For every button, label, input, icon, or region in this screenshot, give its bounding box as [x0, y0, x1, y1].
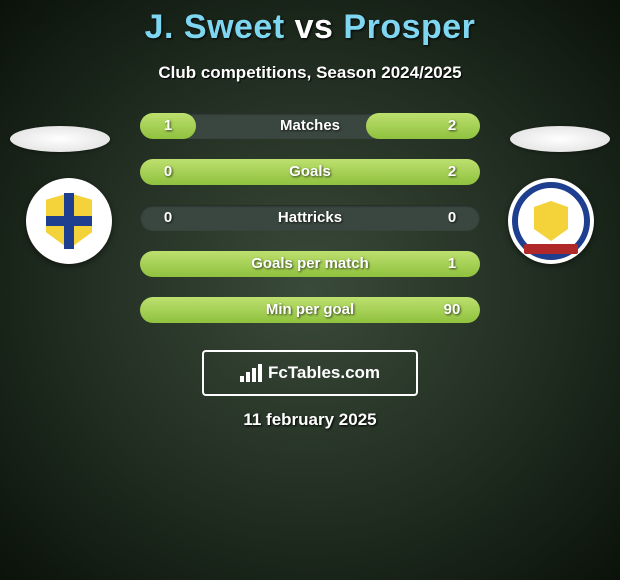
comparison-card: J. Sweet vs Prosper Club competitions, S… — [0, 0, 620, 580]
stat-value-left: 0 — [148, 159, 188, 185]
stat-bar-track: Matches — [140, 113, 480, 139]
stat-value-right: 0 — [432, 205, 472, 231]
stat-value-left: 1 — [148, 113, 188, 139]
stat-label: Goals per match — [140, 251, 480, 277]
subtitle: Club competitions, Season 2024/2025 — [0, 63, 620, 83]
player1-name: J. Sweet — [145, 8, 285, 46]
stat-label: Matches — [140, 113, 480, 139]
stat-label: Goals — [140, 159, 480, 185]
stat-value-right: 2 — [432, 159, 472, 185]
brand-box[interactable]: FcTables.com — [202, 350, 418, 396]
vs-text: vs — [295, 8, 334, 46]
stat-label: Hattricks — [140, 205, 480, 231]
stat-row: Matches1 2 — [0, 113, 620, 139]
brand-bars-icon — [240, 364, 262, 382]
stat-value-left: 0 — [148, 205, 188, 231]
stat-value-right: 90 — [432, 297, 472, 323]
stat-label: Min per goal — [140, 297, 480, 323]
stat-row: Goals0 2 — [0, 159, 620, 185]
stat-row: Min per goal90 — [0, 297, 620, 323]
stats-rows: Matches12Goals02Hattricks00Goals per mat… — [0, 113, 620, 323]
stat-value-right: 1 — [432, 251, 472, 277]
stat-value-right: 2 — [432, 113, 472, 139]
stat-row: Hattricks0 0 — [0, 205, 620, 231]
stat-bar-track: Hattricks — [140, 205, 480, 231]
stat-row: Goals per match1 — [0, 251, 620, 277]
brand-text: FcTables.com — [268, 363, 380, 383]
stat-bar-track: Goals — [140, 159, 480, 185]
player2-name: Prosper — [343, 8, 475, 46]
title: J. Sweet vs Prosper — [0, 0, 620, 47]
stat-bar-track: Goals per match — [140, 251, 480, 277]
snapshot-date: 11 february 2025 — [0, 410, 620, 430]
stat-bar-track: Min per goal — [140, 297, 480, 323]
